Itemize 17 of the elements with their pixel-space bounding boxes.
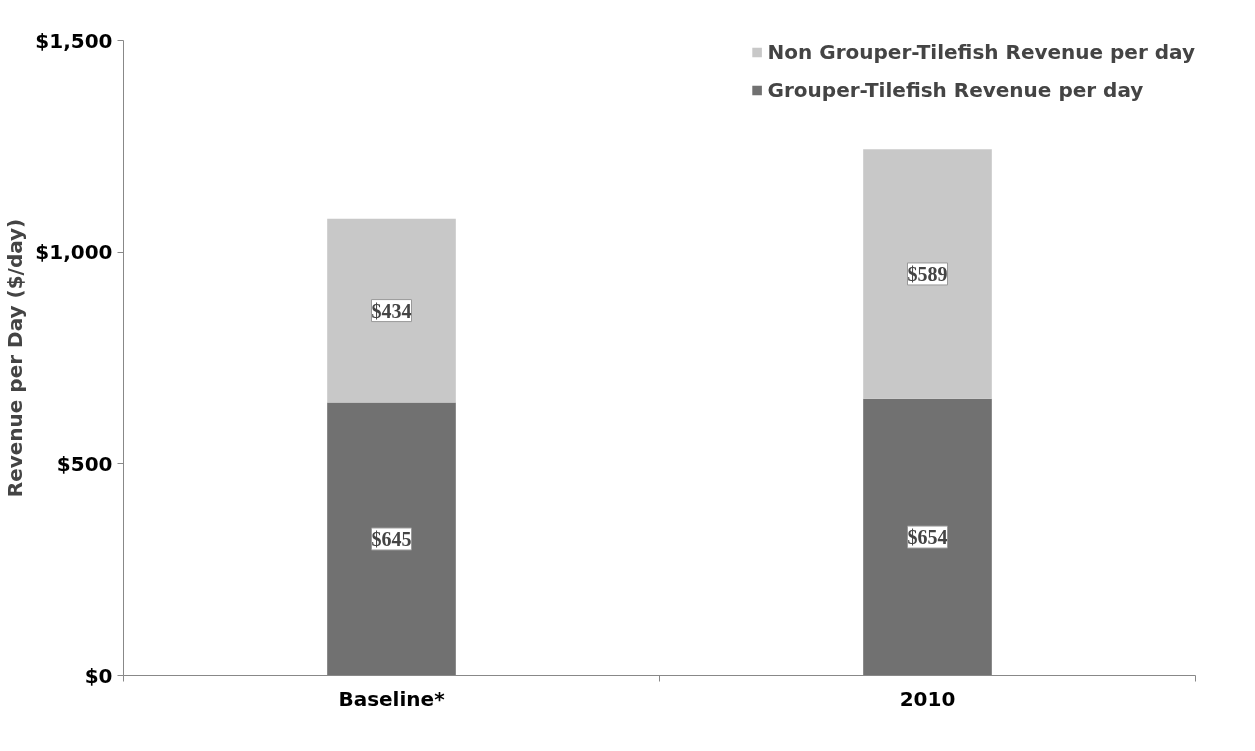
y-tick-label: $0 bbox=[84, 663, 113, 688]
y-tick-label: $1,500 bbox=[35, 28, 113, 53]
legend-label: Grouper-Tilefish Revenue per day bbox=[767, 78, 1144, 102]
y-axis-title: Revenue per Day ($/day) bbox=[3, 218, 28, 498]
x-tick-label: 2010 bbox=[899, 686, 956, 711]
data-label: $589 bbox=[907, 262, 948, 285]
data-label: $645 bbox=[371, 527, 412, 550]
y-tick-label: $500 bbox=[56, 451, 113, 476]
x-tick-label: Baseline* bbox=[338, 686, 446, 711]
bar bbox=[863, 149, 992, 399]
bar bbox=[863, 398, 992, 676]
y-tick-label: $1,000 bbox=[35, 240, 113, 265]
legend-label: Non Grouper-Tilefish Revenue per day bbox=[767, 40, 1195, 64]
data-label: $654 bbox=[907, 526, 948, 549]
data-label: $434 bbox=[371, 299, 412, 322]
bar bbox=[327, 218, 456, 403]
bar bbox=[327, 402, 456, 676]
